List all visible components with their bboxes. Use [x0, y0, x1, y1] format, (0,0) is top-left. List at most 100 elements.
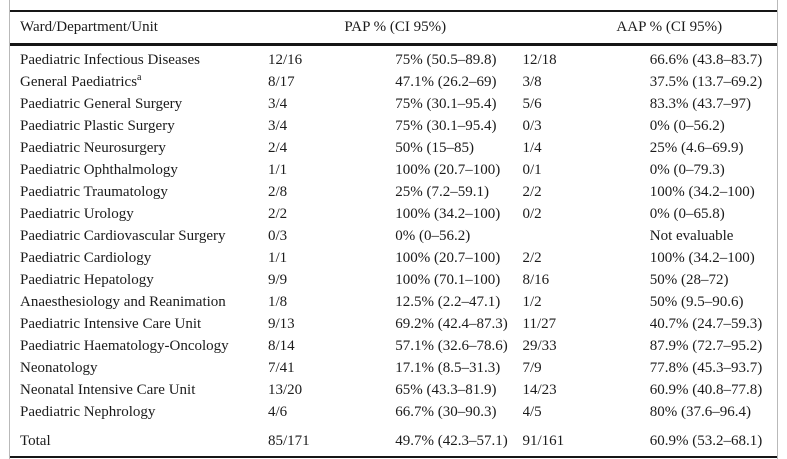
aap-fraction-cell: 7/9 [522, 359, 542, 376]
ward-name-cell: Paediatric Cardiovascular Surgery [10, 225, 268, 247]
ward-name-cell: Paediatric Ophthalmology [10, 159, 268, 181]
table-row: Paediatric Haematology-Oncology 8/14 57.… [10, 335, 777, 357]
aap-percent-cell: Not evaluable [649, 227, 734, 244]
aap-percent-cell: 60.9% (53.2–68.1) [649, 432, 763, 449]
table-row: Total 85/171 49.7% (42.3–57.1) 91/161 60… [10, 423, 777, 457]
ward-name: Paediatric Hepatology [20, 271, 154, 288]
pap-percent-cell: 75% (30.1–95.4) [395, 95, 497, 112]
pap-fraction-cell: 12/16 [268, 51, 303, 68]
table-row: Paediatric Ophthalmology 1/1 100% (20.7–… [10, 159, 777, 181]
table-row: Neonatology 7/41 17.1% (8.5–31.3) 7/9 77… [10, 357, 777, 379]
column-header-ward: Ward/Department/Unit [20, 19, 158, 35]
pap-percent-cell: 25% (7.2–59.1) [395, 183, 489, 200]
ward-name-cell: Paediatric Hepatology [10, 269, 268, 291]
ward-name: Paediatric Intensive Care Unit [20, 315, 202, 332]
pap-percent-cell: 100% (20.7–100) [395, 249, 501, 266]
aap-fraction-cell: 2/2 [522, 183, 542, 200]
pap-fraction-cell: 2/2 [268, 205, 288, 222]
aap-fraction-cell: 5/6 [522, 95, 542, 112]
aap-fraction-cell: 2/2 [522, 249, 542, 266]
pap-fraction-cell: 3/4 [268, 117, 288, 134]
table-row: General Paediatricsa 8/17 47.1% (26.2–69… [10, 71, 777, 93]
ward-name-cell: Paediatric Intensive Care Unit [10, 313, 268, 335]
table-row: Paediatric General Surgery 3/4 75% (30.1… [10, 93, 777, 115]
pap-percent-cell: 100% (34.2–100) [395, 205, 501, 222]
ward-name: Paediatric Cardiology [20, 249, 152, 266]
table-row: Paediatric Cardiovascular Surgery 0/3 0%… [10, 225, 777, 247]
ward-name-cell: Paediatric Urology [10, 203, 268, 225]
pap-fraction-cell: 3/4 [268, 95, 288, 112]
table-header: Ward/Department/Unit PAP % (CI 95%) AAP … [10, 11, 777, 45]
pap-fraction-cell: 2/8 [268, 183, 288, 200]
ward-name: Paediatric General Surgery [20, 95, 183, 112]
aap-fraction-cell: 1/4 [522, 139, 542, 156]
pap-percent-cell: 66.7% (30–90.3) [395, 403, 497, 420]
aap-fraction-cell: 91/161 [522, 432, 565, 449]
pap-fraction-cell: 0/3 [268, 227, 288, 244]
aap-fraction-cell: 11/27 [522, 315, 557, 332]
ward-name: Paediatric Traumatology [20, 183, 168, 200]
footnote-marker: a [137, 71, 142, 83]
pap-percent-cell: 12.5% (2.2–47.1) [395, 293, 501, 310]
ward-name: Paediatric Nephrology [20, 403, 156, 420]
aap-percent-cell: 0% (0–79.3) [649, 161, 725, 178]
ward-name-cell: Paediatric General Surgery [10, 93, 268, 115]
aap-fraction-cell: 0/1 [522, 161, 542, 178]
aap-fraction-cell: 8/16 [522, 271, 550, 288]
pap-fraction-cell: 8/17 [268, 73, 295, 90]
ward-name: Neonatology [20, 359, 98, 376]
table-row: Paediatric Plastic Surgery 3/4 75% (30.1… [10, 115, 777, 137]
table-row: Paediatric Cardiology 1/1 100% (20.7–100… [10, 247, 777, 269]
pap-percent-cell: 17.1% (8.5–31.3) [395, 359, 501, 376]
ward-name: Paediatric Cardiovascular Surgery [20, 227, 226, 244]
aap-fraction-cell: 4/5 [522, 403, 542, 420]
pap-percent-cell: 0% (0–56.2) [395, 227, 471, 244]
aap-fraction-cell: 0/3 [522, 117, 542, 134]
aap-fraction-cell: 14/23 [522, 381, 557, 398]
aap-percent-cell: 66.6% (43.8–83.7) [649, 51, 763, 68]
table-row: Anaesthesiology and Reanimation 1/8 12.5… [10, 291, 777, 313]
ward-name-cell: Paediatric Nephrology [10, 401, 268, 423]
ward-name: Total [20, 432, 51, 449]
pap-fraction-cell: 8/14 [268, 337, 295, 354]
ward-name: Paediatric Plastic Surgery [20, 117, 175, 134]
pap-fraction-cell: 85/171 [268, 432, 310, 449]
aap-percent-cell: 100% (34.2–100) [649, 249, 755, 266]
aap-percent-cell: 50% (9.5–90.6) [649, 293, 744, 310]
pap-percent-cell: 75% (50.5–89.8) [395, 51, 497, 68]
ward-name-cell: Total [10, 423, 268, 457]
aap-fraction-cell: 3/8 [522, 73, 542, 90]
ward-name: Paediatric Infectious Diseases [20, 51, 200, 68]
aap-fraction-cell [523, 225, 650, 247]
ward-name: Neonatal Intensive Care Unit [20, 381, 196, 398]
header-row: Ward/Department/Unit PAP % (CI 95%) AAP … [10, 11, 777, 45]
aap-percent-cell: 37.5% (13.7–69.2) [649, 73, 763, 90]
table-row: Paediatric Infectious Diseases 12/16 75%… [10, 45, 777, 72]
table-row: Paediatric Nephrology 4/6 66.7% (30–90.3… [10, 401, 777, 423]
ward-name-cell: Paediatric Haematology-Oncology [10, 335, 268, 357]
aap-percent-cell: 100% (34.2–100) [649, 183, 755, 200]
pap-fraction-cell: 2/4 [268, 139, 288, 156]
ward-name-cell: Anaesthesiology and Reanimation [10, 291, 268, 313]
ward-name-cell: Paediatric Infectious Diseases [10, 45, 268, 72]
table-row: Paediatric Hepatology 9/9 100% (70.1–100… [10, 269, 777, 291]
pap-percent-cell: 100% (70.1–100) [395, 271, 501, 288]
ward-name-cell: General Paediatricsa [10, 71, 268, 93]
aap-percent-cell: 25% (4.6–69.9) [649, 139, 744, 156]
table-row: Paediatric Intensive Care Unit 9/13 69.2… [10, 313, 777, 335]
pap-fraction-cell: 13/20 [268, 381, 303, 398]
table-body: Paediatric Infectious Diseases 12/16 75%… [10, 45, 777, 457]
table-frame-lines: Ward/Department/Unit PAP % (CI 95%) AAP … [9, 0, 778, 459]
ward-name: Anaesthesiology and Reanimation [20, 293, 226, 310]
pap-fraction-cell: 4/6 [268, 403, 288, 420]
aap-fraction-cell: 29/33 [522, 337, 557, 354]
table-row: Paediatric Urology 2/2 100% (34.2–100) 0… [10, 203, 777, 225]
table-row: Paediatric Neurosurgery 2/4 50% (15–85) … [10, 137, 777, 159]
pap-fraction-cell: 1/8 [268, 293, 288, 310]
pap-fraction-cell: 7/41 [268, 359, 295, 376]
pap-percent-cell: 75% (30.1–95.4) [395, 117, 497, 134]
ward-name: Paediatric Urology [20, 205, 134, 222]
aap-fraction-cell: 1/2 [522, 293, 542, 310]
aap-percent-cell: 0% (0–56.2) [649, 117, 725, 134]
